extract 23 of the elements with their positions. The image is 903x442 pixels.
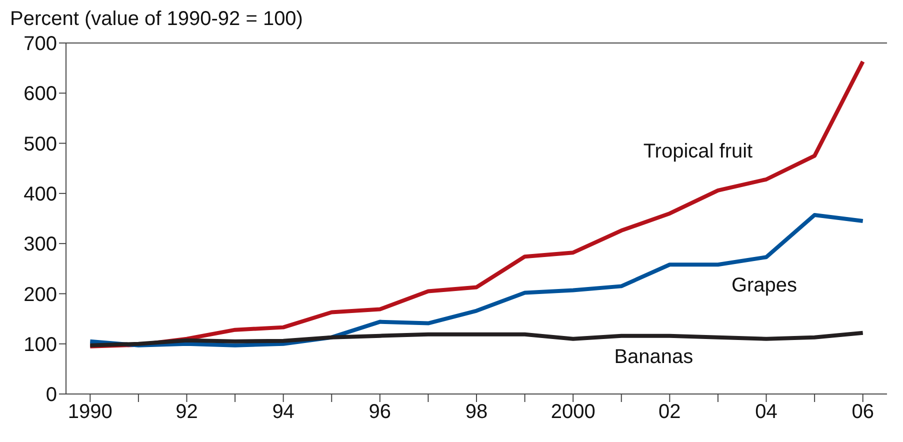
y-tick-label: 500 [24,133,57,156]
y-tick-label: 400 [24,184,57,206]
y-tick-label: 600 [24,83,57,106]
y-axis-title: Percent (value of 1990-92 = 100) [10,8,303,31]
y-tick-label: 200 [24,284,57,306]
series-label: Bananas [614,346,694,368]
y-tick-label: 300 [24,234,57,256]
series-label: Tropical fruit [643,140,754,163]
x-tick-label: 98 [465,401,488,424]
x-tick-label: 02 [658,401,681,424]
x-tick-label: 1990 [68,401,112,424]
x-tick-label: 06 [852,401,874,424]
line-series [88,330,865,348]
series-label: Grapes [731,274,798,296]
x-tick-label: 94 [272,401,294,424]
y-tick-label: 0 [46,384,57,406]
line-series [88,212,865,348]
x-tick-label: 2000 [550,401,596,424]
x-tick-label: 92 [176,401,198,424]
y-tick-label: 100 [24,334,57,356]
x-tick-label: 96 [368,401,392,424]
x-tick-label: 04 [755,401,778,424]
y-tick-label: 700 [24,33,57,56]
